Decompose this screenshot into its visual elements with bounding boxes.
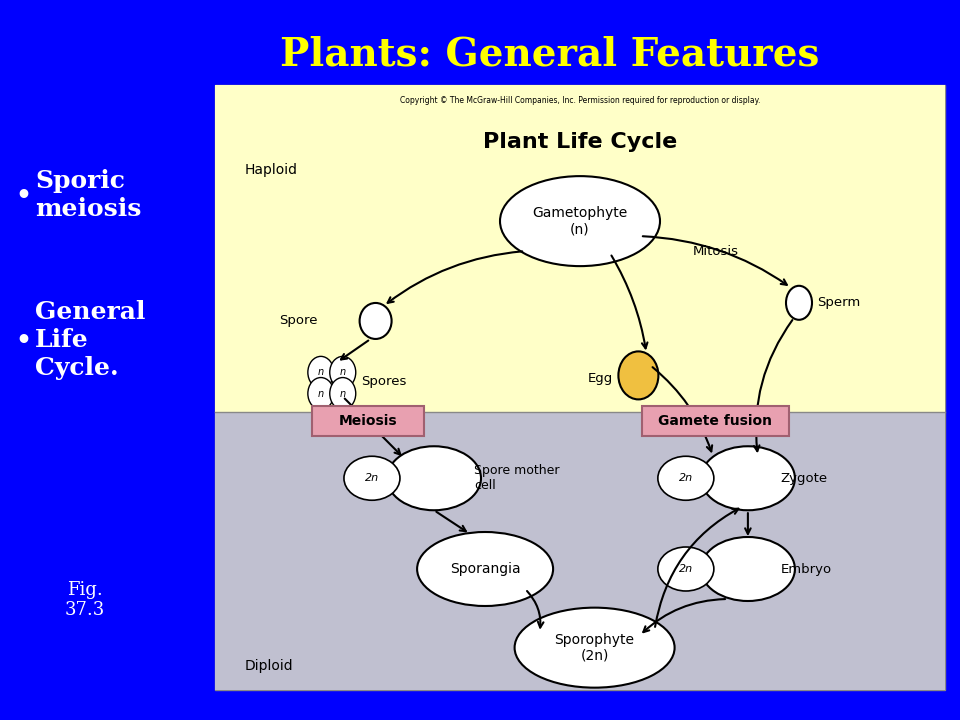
Text: Copyright © The McGraw-Hill Companies, Inc. Permission required for reproduction: Copyright © The McGraw-Hill Companies, I…	[399, 96, 760, 104]
Bar	[215, 412, 945, 690]
Ellipse shape	[701, 537, 795, 601]
Text: Spores: Spores	[361, 375, 406, 388]
Text: Zygote: Zygote	[780, 472, 828, 485]
Text: •: •	[15, 183, 31, 207]
Bar	[215, 85, 945, 690]
Ellipse shape	[515, 608, 675, 688]
FancyBboxPatch shape	[641, 406, 788, 436]
Text: Gametophyte
(n): Gametophyte (n)	[533, 206, 628, 236]
Text: 2n: 2n	[679, 473, 693, 483]
Ellipse shape	[329, 356, 356, 388]
Text: Spore mother
cell: Spore mother cell	[474, 464, 560, 492]
Ellipse shape	[329, 377, 356, 410]
Ellipse shape	[344, 456, 400, 500]
Ellipse shape	[701, 446, 795, 510]
Ellipse shape	[308, 356, 334, 388]
Text: Haploid: Haploid	[244, 163, 298, 176]
Text: Egg: Egg	[588, 372, 612, 385]
Text: n: n	[318, 367, 324, 377]
Text: Plant Life Cycle: Plant Life Cycle	[483, 132, 677, 153]
Ellipse shape	[417, 532, 553, 606]
Text: Mitosis: Mitosis	[693, 245, 739, 258]
Text: Sporangia: Sporangia	[450, 562, 520, 576]
Text: n: n	[340, 389, 346, 399]
Text: •: •	[15, 328, 31, 352]
FancyBboxPatch shape	[312, 406, 424, 436]
Text: Sperm: Sperm	[817, 297, 860, 310]
Ellipse shape	[360, 303, 392, 339]
Text: n: n	[340, 367, 346, 377]
Text: Spore: Spore	[278, 315, 317, 328]
Ellipse shape	[387, 446, 481, 510]
Text: General
Life
Cycle.: General Life Cycle.	[35, 300, 145, 380]
Text: Sporophyte
(2n): Sporophyte (2n)	[555, 633, 635, 662]
Text: Sporic
meiosis: Sporic meiosis	[35, 169, 141, 221]
Bar	[215, 85, 945, 412]
Text: Plants: General Features: Plants: General Features	[280, 36, 820, 74]
Ellipse shape	[786, 286, 812, 320]
Text: 2n: 2n	[365, 473, 379, 483]
Ellipse shape	[308, 377, 334, 410]
Ellipse shape	[658, 456, 714, 500]
Text: n: n	[318, 389, 324, 399]
Text: Diploid: Diploid	[244, 659, 293, 672]
Text: Embryo: Embryo	[780, 562, 832, 575]
Ellipse shape	[618, 351, 659, 400]
Ellipse shape	[658, 547, 714, 591]
Text: Gamete fusion: Gamete fusion	[658, 414, 772, 428]
Text: 2n: 2n	[679, 564, 693, 574]
Ellipse shape	[500, 176, 660, 266]
Text: Fig.
37.3: Fig. 37.3	[65, 580, 106, 619]
Text: Meiosis: Meiosis	[339, 414, 397, 428]
